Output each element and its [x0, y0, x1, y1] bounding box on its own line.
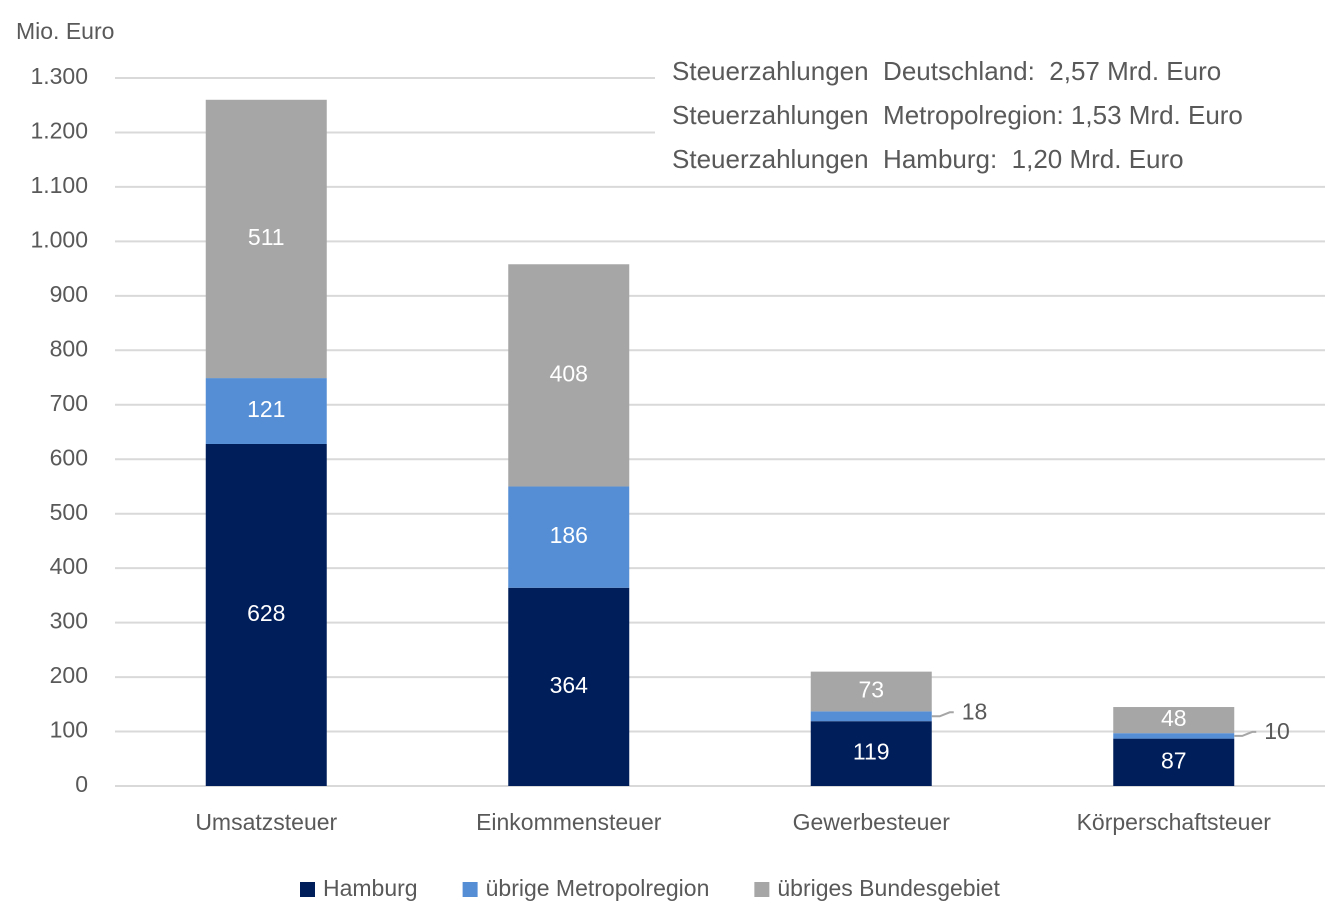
x-tick-label: Körperschaftsteuer [1077, 809, 1272, 835]
bar-segment [810, 711, 932, 722]
value-label: 408 [550, 360, 588, 386]
value-label: 87 [1161, 747, 1187, 773]
bar-segment [205, 443, 327, 786]
y-tick-label: 300 [50, 608, 88, 634]
bar-segment [1113, 707, 1235, 734]
y-tick-label: 1.300 [30, 63, 88, 89]
value-label: 18 [962, 698, 988, 724]
annotation: Steuerzahlungen Hamburg: 1,20 Mrd. Euro [672, 144, 1184, 174]
y-tick-label: 800 [50, 335, 88, 361]
leader-line [1234, 730, 1257, 737]
value-label: 364 [550, 672, 589, 698]
y-tick-label: 700 [50, 390, 88, 416]
value-label: 73 [858, 677, 884, 703]
y-tick-label: 1.200 [30, 118, 88, 144]
annotation: Steuerzahlungen Deutschland: 2,57 Mrd. E… [672, 56, 1221, 86]
y-tick-label: 400 [50, 553, 88, 579]
y-tick-label: 900 [50, 281, 88, 307]
bar-segment [810, 721, 932, 786]
y-tick-label: 1.000 [30, 226, 88, 252]
annotation-box [655, 50, 1325, 185]
x-tick-label: Einkommensteuer [476, 809, 662, 835]
legend-swatch [462, 882, 478, 897]
y-tick-label: 0 [75, 771, 88, 797]
x-tick-label: Umsatzsteuer [195, 809, 337, 835]
y-tick-label: 500 [50, 499, 88, 525]
bar-segment [1113, 733, 1235, 739]
y-tick-label: 1.100 [30, 172, 88, 198]
annotation: Steuerzahlungen Metropolregion: 1,53 Mrd… [672, 100, 1243, 130]
y-tick-label: 100 [50, 717, 88, 743]
bar-segment [508, 486, 630, 588]
value-label: 511 [248, 224, 285, 250]
bar-segment [508, 264, 630, 487]
legend-label: Hamburg [323, 875, 418, 901]
value-label: 48 [1161, 705, 1187, 731]
value-label: 628 [247, 600, 285, 626]
legend-label: übrige Metropolregion [486, 875, 710, 901]
legend-swatch [300, 882, 315, 897]
value-label: 10 [1264, 718, 1290, 744]
x-tick-label: Gewerbesteuer [793, 809, 951, 835]
leader-line [931, 711, 954, 718]
bar-segment [205, 99, 327, 379]
bar-segment [205, 378, 327, 444]
bar-segment [508, 587, 630, 786]
value-label: 121 [247, 396, 285, 422]
y-tick-label: 200 [50, 662, 88, 688]
bar-segment [810, 671, 932, 712]
y-tick-label: 600 [50, 444, 88, 470]
y-axis-label: Mio. Euro [16, 18, 114, 44]
bar-segment [1113, 738, 1235, 786]
value-label: 186 [550, 522, 588, 548]
value-label: 119 [853, 739, 890, 765]
legend-label: übriges Bundesgebiet [777, 875, 1000, 901]
legend-swatch [754, 882, 770, 897]
